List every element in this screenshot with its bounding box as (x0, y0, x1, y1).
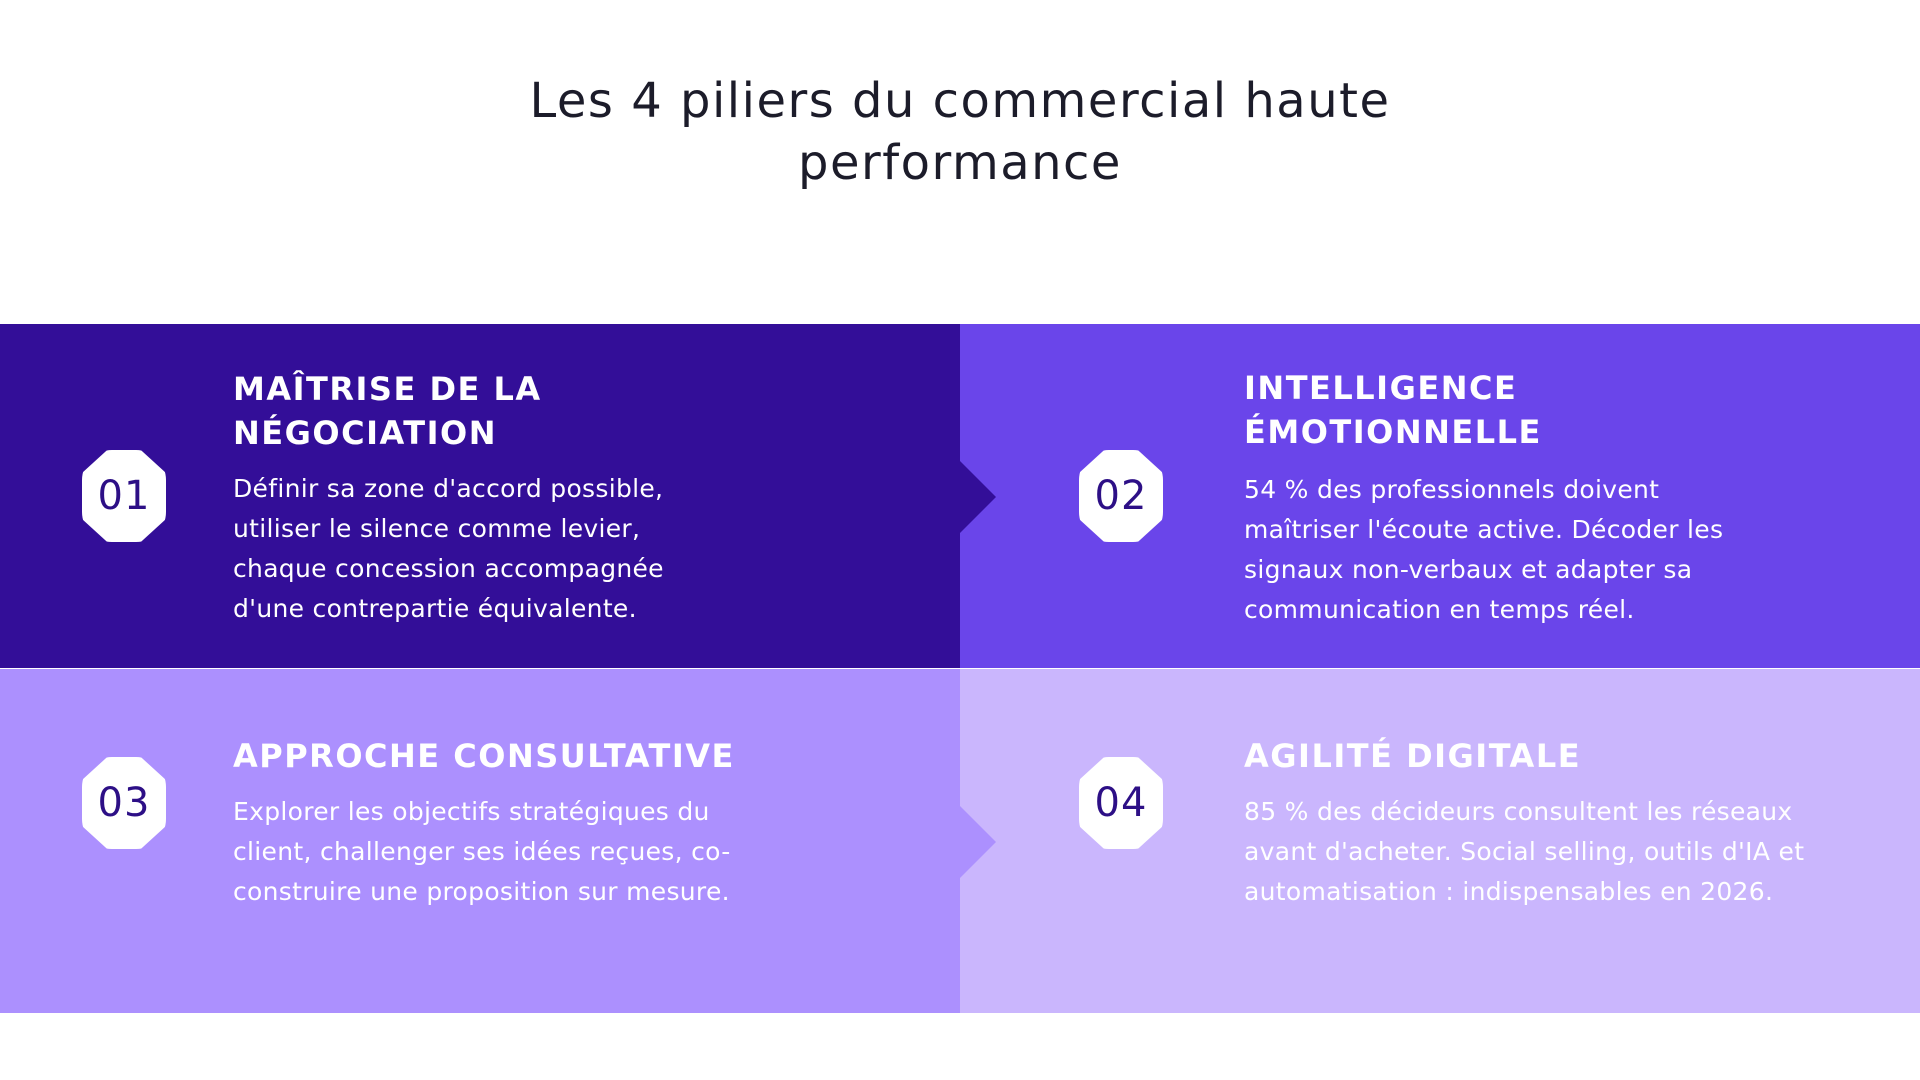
number-badge-1: 01 (82, 450, 166, 542)
pillar-description-2: 54 % des professionnels doivent maîtrise… (1244, 470, 1723, 630)
pillar-description-2-line-1: 54 % des professionnels doivent (1244, 475, 1660, 504)
pillar-description-4: 85 % des décideurs consultent les réseau… (1244, 792, 1804, 912)
page-title-line-2: performance (798, 135, 1122, 191)
number-badge-4: 04 (1079, 757, 1163, 849)
pillar-description-3-line-3: construire une proposition sur mesure. (233, 877, 730, 906)
pillar-description-1-line-4: d'une contrepartie équivalente. (233, 594, 637, 623)
number-badge-2: 02 (1079, 450, 1163, 542)
pillar-description-1-line-3: chaque concession accompagnée (233, 554, 664, 583)
pillar-heading-2-line-2: ÉMOTIONNELLE (1244, 413, 1542, 451)
pillar-heading-2: INTELLIGENCE ÉMOTIONNELLE (1244, 366, 1542, 454)
pillar-description-1-line-1: Définir sa zone d'accord possible, (233, 474, 664, 503)
page-title: Les 4 piliers du commercial haute perfor… (0, 70, 1920, 194)
pillar-description-2-line-2: maîtriser l'écoute active. Décoder les (1244, 515, 1724, 544)
pillar-description-1: Définir sa zone d'accord possible, utili… (233, 469, 664, 629)
pillar-description-4-line-2: avant d'acheter. Social selling, outils … (1244, 837, 1805, 866)
pillar-panel-3 (0, 669, 960, 1013)
pillar-description-2-line-3: signaux non-verbaux et adapter sa (1244, 555, 1693, 584)
pillar-heading-3: APPROCHE CONSULTATIVE (233, 734, 735, 778)
pillar-heading-1-line-1: MAÎTRISE DE LA (233, 370, 542, 408)
pillar-heading-3-line-1: APPROCHE CONSULTATIVE (233, 737, 735, 775)
number-badge-3: 03 (82, 757, 166, 849)
pillar-heading-2-line-1: INTELLIGENCE (1244, 369, 1518, 407)
pillar-heading-4-line-1: AGILITÉ DIGITALE (1244, 737, 1582, 775)
pillar-description-3-line-2: client, challenger ses idées reçues, co- (233, 837, 731, 866)
arrow-connector-1 (960, 461, 996, 533)
pillar-heading-4: AGILITÉ DIGITALE (1244, 734, 1581, 778)
pillar-description-3: Explorer les objectifs stratégiques du c… (233, 792, 731, 912)
pillar-heading-1-line-2: NÉGOCIATION (233, 414, 497, 452)
page-title-line-1: Les 4 piliers du commercial haute (529, 73, 1391, 129)
pillar-heading-1: MAÎTRISE DE LA NÉGOCIATION (233, 367, 542, 455)
pillar-description-4-line-1: 85 % des décideurs consultent les réseau… (1244, 797, 1793, 826)
pillar-description-4-line-3: automatisation : indispensables en 2026. (1244, 877, 1774, 906)
pillar-description-1-line-2: utiliser le silence comme levier, (233, 514, 641, 543)
pillar-description-3-line-1: Explorer les objectifs stratégiques du (233, 797, 710, 826)
arrow-connector-3 (960, 806, 996, 878)
pillar-description-2-line-4: communication en temps réel. (1244, 595, 1635, 624)
